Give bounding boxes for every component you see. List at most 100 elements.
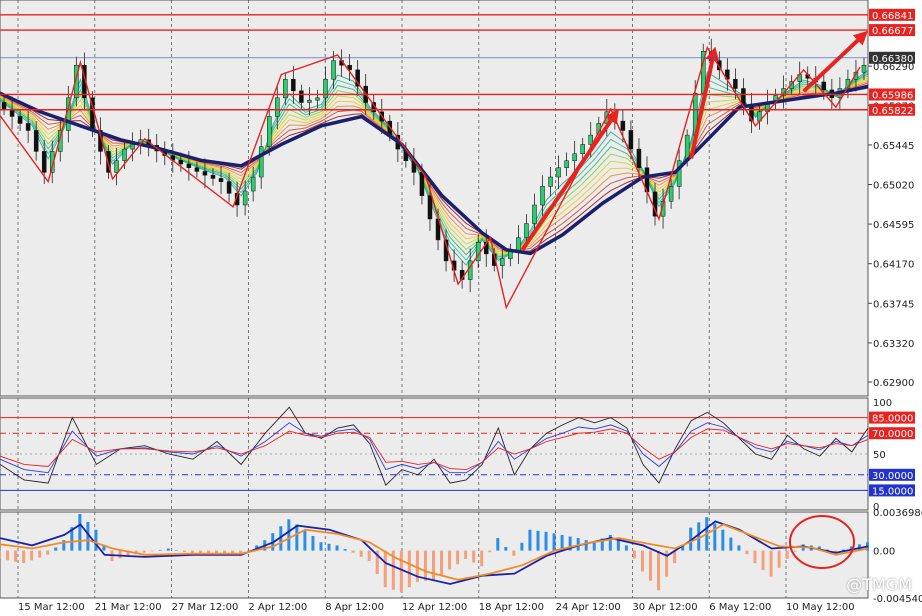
y-tick-label: 0.63320 bbox=[873, 339, 914, 350]
osc-series-1 bbox=[0, 406, 869, 486]
macd-histogram-bar bbox=[592, 542, 596, 551]
candle-body bbox=[17, 116, 23, 124]
x-tick-label: 2 Apr 12:00 bbox=[248, 602, 307, 613]
macd-histogram-bar bbox=[616, 540, 620, 551]
candle-body bbox=[853, 71, 859, 80]
candle-body bbox=[275, 97, 280, 117]
macd-y-tick-label: 0.0036986 bbox=[873, 508, 922, 519]
highlight-circle bbox=[789, 515, 855, 569]
macd-histogram-bar bbox=[769, 550, 773, 577]
candle-body bbox=[532, 204, 537, 224]
osc-y-tick-label: 100 bbox=[873, 398, 892, 409]
macd-histogram-bar bbox=[512, 550, 516, 556]
macd-histogram-bar bbox=[279, 526, 283, 551]
macd-histogram-bar bbox=[456, 550, 460, 565]
candle-body bbox=[789, 81, 794, 89]
candle-body bbox=[556, 167, 561, 178]
y-tick-label: 0.64595 bbox=[873, 220, 914, 231]
macd-histogram-bar bbox=[721, 529, 725, 551]
macd-histogram-bar bbox=[215, 550, 218, 555]
trend-arrow-head bbox=[853, 30, 868, 46]
macd-histogram-bar bbox=[327, 543, 331, 551]
y-tick-label: 0.62900 bbox=[873, 378, 914, 389]
candle-body bbox=[202, 171, 208, 176]
macd-histogram-bar bbox=[198, 550, 202, 555]
x-tick-label: 18 Apr 12:00 bbox=[479, 602, 544, 613]
price-level-label: 0.66677 bbox=[872, 26, 913, 37]
candle-body bbox=[355, 69, 360, 87]
macd-histogram-bar bbox=[0, 550, 1, 559]
y-tick-label: 0.65445 bbox=[873, 141, 914, 152]
macd-histogram-bar bbox=[673, 550, 677, 564]
macd-histogram-bar bbox=[407, 550, 411, 588]
candle-body bbox=[210, 174, 216, 179]
candle-body bbox=[283, 78, 288, 99]
macd-histogram-bar bbox=[142, 550, 146, 553]
osc-level-label: 15.0000 bbox=[872, 486, 913, 497]
x-tick-label: 30 Apr 12:00 bbox=[632, 602, 697, 613]
candle-body bbox=[226, 181, 232, 194]
macd-histogram-bar bbox=[753, 550, 757, 564]
candle-body bbox=[676, 160, 682, 187]
candle-body bbox=[178, 160, 184, 165]
macd-histogram-bar bbox=[552, 533, 556, 551]
y-tick-label: 0.63745 bbox=[873, 299, 914, 310]
candle-body bbox=[234, 193, 240, 206]
macd-histogram-bar bbox=[697, 522, 701, 551]
macd-histogram-bar bbox=[311, 535, 315, 551]
osc-y-tick-label: 0 bbox=[873, 502, 879, 513]
macd-histogram-bar bbox=[359, 550, 363, 557]
macd-histogram-bar bbox=[649, 550, 652, 581]
macd-histogram-bar bbox=[391, 550, 395, 590]
candle-body bbox=[122, 148, 127, 161]
macd-histogram-bar bbox=[375, 550, 379, 575]
macd-y-tick-label: 0.00 bbox=[873, 547, 895, 558]
price-level-tag bbox=[869, 88, 915, 101]
macd-histogram-bar bbox=[14, 550, 18, 562]
macd-histogram-bar bbox=[496, 538, 500, 551]
candle-body bbox=[1, 102, 7, 110]
macd-histogram-bar bbox=[423, 550, 427, 581]
macd-histogram-bar bbox=[640, 550, 644, 572]
macd-histogram-bar bbox=[440, 550, 444, 575]
candle-body bbox=[41, 151, 47, 173]
macd-histogram-bar bbox=[158, 549, 162, 551]
macd-histogram-bar bbox=[6, 550, 10, 561]
candle-body bbox=[781, 88, 786, 96]
candle-body bbox=[299, 90, 304, 103]
macd-line-2 bbox=[0, 523, 869, 581]
osc-level-tag bbox=[869, 484, 915, 497]
osc-level-tag bbox=[869, 427, 915, 440]
price-level-label: 0.65986 bbox=[872, 90, 913, 101]
candle-body bbox=[628, 130, 634, 150]
price-level-tag bbox=[869, 24, 915, 37]
price-level-tag bbox=[869, 103, 915, 116]
macd-histogram-bar bbox=[833, 550, 837, 553]
candle-body bbox=[508, 251, 513, 259]
baseline-moving-average bbox=[0, 84, 869, 256]
macd-histogram-bar bbox=[528, 529, 532, 551]
osc-level-tag bbox=[869, 411, 915, 424]
candle-body bbox=[218, 178, 224, 182]
candle-body bbox=[660, 201, 666, 217]
macd-histogram-bar bbox=[600, 538, 604, 551]
macd-histogram-bar bbox=[182, 550, 186, 552]
macd-histogram-bar bbox=[295, 524, 299, 551]
price-level-tag bbox=[869, 8, 915, 21]
macd-histogram-bar bbox=[608, 534, 612, 551]
osc-series-3 bbox=[0, 428, 869, 471]
trend-arrow-shaft bbox=[802, 38, 860, 93]
macd-histogram-bar bbox=[70, 527, 74, 551]
osc-level-label: 30.0000 bbox=[872, 471, 913, 482]
candle-body bbox=[717, 60, 722, 71]
candle-body bbox=[25, 123, 31, 131]
price-level-tag bbox=[869, 51, 915, 64]
price-level-label: 0.66841 bbox=[872, 11, 913, 22]
candle-body bbox=[266, 116, 272, 148]
candle-body bbox=[258, 146, 264, 178]
candle-body bbox=[572, 153, 577, 161]
candle-body bbox=[668, 186, 674, 202]
macd-histogram-bar bbox=[367, 550, 371, 562]
candle-body bbox=[347, 64, 352, 71]
macd-histogram-bar bbox=[383, 550, 387, 588]
